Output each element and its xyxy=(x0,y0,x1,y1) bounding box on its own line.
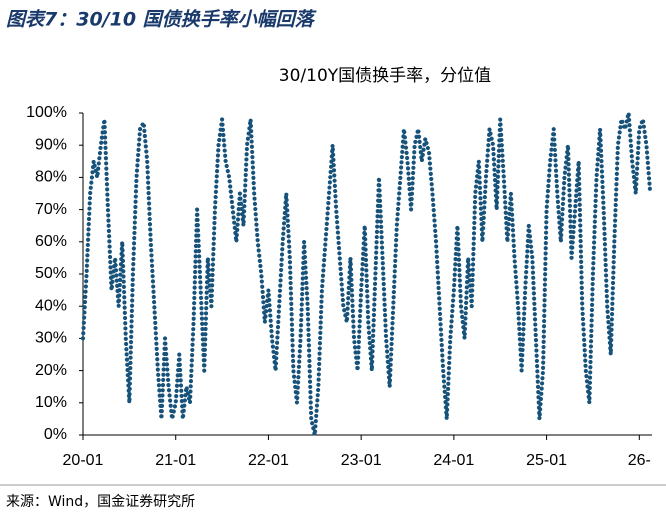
series-line xyxy=(80,112,653,436)
x-tick-label: 26- xyxy=(628,452,651,469)
y-tick-label: 40% xyxy=(35,297,67,314)
x-tick-label: 25-01 xyxy=(526,452,567,469)
y-tick-label: 60% xyxy=(35,233,67,250)
y-tick-label: 100% xyxy=(26,104,67,121)
y-tick-label: 50% xyxy=(35,265,67,282)
y-tick-label: 90% xyxy=(35,136,67,153)
x-tick-label: 24-01 xyxy=(433,452,474,469)
x-tick-label: 21-01 xyxy=(155,452,196,469)
y-tick-label: 10% xyxy=(35,394,67,411)
x-tick-label: 22-01 xyxy=(248,452,289,469)
figure-title: 图表7：30/10 国债换手率小幅回落 xyxy=(6,9,317,31)
y-tick-label: 30% xyxy=(35,330,67,347)
y-tick-label: 0% xyxy=(44,426,67,443)
y-tick-label: 70% xyxy=(35,201,67,218)
y-tick-label: 20% xyxy=(35,362,67,379)
x-tick-label: 23-01 xyxy=(341,452,382,469)
source-note: 来源：Wind，国金证券研究所 xyxy=(6,494,195,510)
chart-title: 30/10Y国债换手率，分位值 xyxy=(279,66,491,86)
y-tick-label: 80% xyxy=(35,169,67,186)
x-tick-label: 20-01 xyxy=(63,452,104,469)
